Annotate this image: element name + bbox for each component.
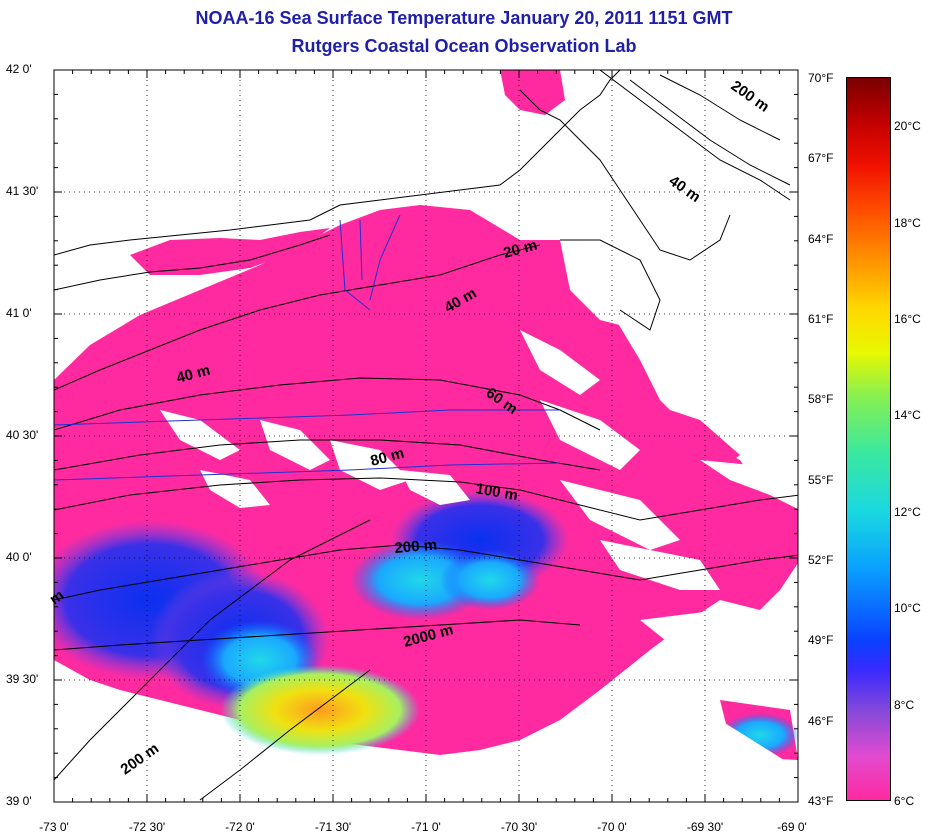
lat-label: 41 30' bbox=[6, 184, 39, 198]
celsius-label: 12°C bbox=[894, 505, 921, 519]
mild-water-zone bbox=[440, 550, 540, 610]
bay-water bbox=[500, 70, 565, 115]
lat-label: 40 0' bbox=[6, 550, 32, 564]
celsius-label: 6°C bbox=[894, 794, 915, 808]
fahrenheit-label: 43°F bbox=[808, 794, 834, 808]
fahrenheit-label: 64°F bbox=[808, 232, 834, 246]
lon-label: -72 0' bbox=[225, 820, 255, 834]
east-water-patch bbox=[640, 400, 740, 470]
lat-label: 40 30' bbox=[6, 428, 39, 442]
bathymetry-contours bbox=[54, 70, 798, 801]
depth-label: 40 m bbox=[666, 172, 704, 206]
celsius-label: 10°C bbox=[894, 601, 921, 615]
temperature-colorbar bbox=[846, 77, 891, 801]
map-title: NOAA-16 Sea Surface Temperature January … bbox=[195, 8, 733, 28]
east-water-patch bbox=[620, 585, 690, 610]
lat-label: 39 0' bbox=[6, 794, 32, 808]
lat-label: 42 0' bbox=[6, 62, 32, 76]
fahrenheit-label: 49°F bbox=[808, 633, 834, 647]
cable-lines bbox=[54, 214, 561, 481]
fahrenheit-label: 55°F bbox=[808, 473, 834, 487]
celsius-label: 18°C bbox=[894, 216, 921, 230]
lon-label: -70 30' bbox=[500, 820, 538, 834]
lon-label: -71 30' bbox=[314, 820, 352, 834]
celsius-label: 14°C bbox=[894, 408, 921, 422]
fahrenheit-label: 70°F bbox=[808, 71, 834, 85]
fahrenheit-label: 52°F bbox=[808, 553, 834, 567]
fahrenheit-label: 46°F bbox=[808, 714, 834, 728]
coastline bbox=[54, 70, 731, 331]
lon-label: -69 0' bbox=[777, 820, 807, 834]
depth-label: 200 m bbox=[728, 77, 773, 115]
lat-label: 41 0' bbox=[6, 306, 32, 320]
celsius-label: 8°C bbox=[894, 698, 915, 712]
celsius-label: 16°C bbox=[894, 312, 921, 326]
lat-label: 39 30' bbox=[6, 672, 39, 686]
depth-label: 200 m bbox=[394, 536, 438, 557]
fahrenheit-label: 61°F bbox=[808, 312, 834, 326]
lon-label: -71 0' bbox=[411, 820, 441, 834]
celsius-label: 20°C bbox=[894, 119, 921, 133]
graticule bbox=[54, 70, 798, 802]
axis-ticks bbox=[53, 69, 799, 803]
lon-label: -69 30' bbox=[686, 820, 724, 834]
lon-label: -70 0' bbox=[597, 820, 627, 834]
lon-label: -73 0' bbox=[39, 820, 69, 834]
warm-water-zone bbox=[220, 665, 420, 755]
lon-label: -72 30' bbox=[128, 820, 166, 834]
map-subtitle: Rutgers Coastal Ocean Observation Lab bbox=[291, 36, 637, 56]
fahrenheit-label: 67°F bbox=[808, 151, 834, 165]
sound-water bbox=[130, 228, 330, 275]
fahrenheit-label: 58°F bbox=[808, 392, 834, 406]
